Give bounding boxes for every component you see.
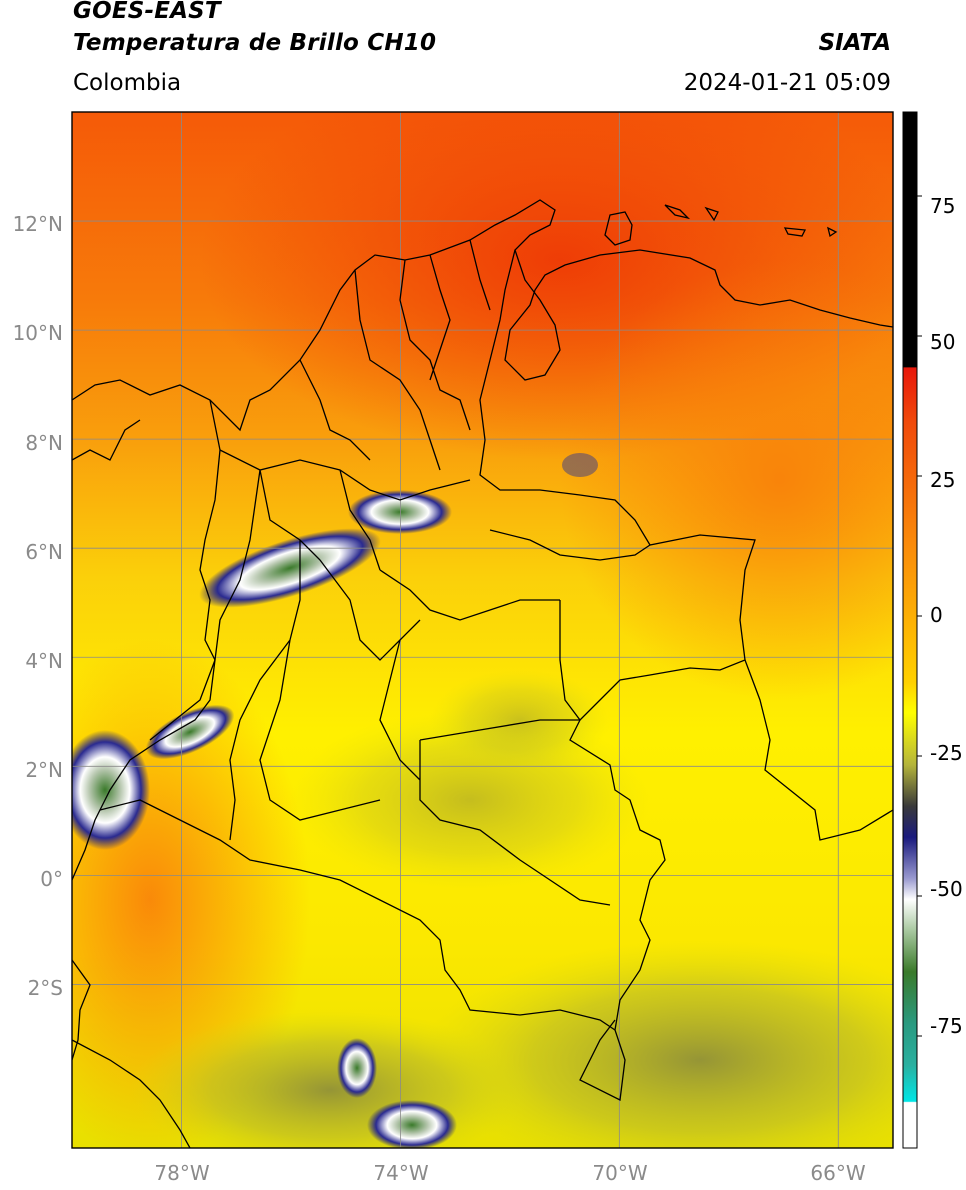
map-frame xyxy=(71,111,894,1149)
timestamp-label: 2024-01-21 05:09 xyxy=(683,70,891,96)
colombia-ecuador-border xyxy=(99,799,616,1031)
lon-tick-label: 70°W xyxy=(592,1161,647,1185)
temperature-field xyxy=(72,112,893,1148)
product-title: Temperatura de Brillo CH10 xyxy=(73,30,437,56)
satellite-title: GOES-EAST xyxy=(73,0,221,24)
colorbar: 75 50 25 0 -25 -50 -75 xyxy=(902,111,963,1149)
lat-tick-label: 6°N xyxy=(25,540,63,564)
colorbar-label: 25 xyxy=(930,468,955,492)
colorbar-label: 75 xyxy=(930,194,955,218)
colorbar-ticks xyxy=(917,195,922,1037)
department-lines xyxy=(149,239,651,906)
lat-tick-label: 2°S xyxy=(28,976,63,1000)
pacific-coastline xyxy=(72,399,221,881)
caribbean-islands xyxy=(604,204,838,246)
lon-tick-labels: 78°W 74°W 70°W 66°W xyxy=(154,1161,865,1185)
region-label: Colombia xyxy=(73,70,182,96)
borders xyxy=(72,199,893,1148)
venezuela-brazil-border xyxy=(744,659,893,841)
lat-tick-label: 2°N xyxy=(25,758,63,782)
colorbar-gradient xyxy=(902,111,918,1149)
lat-tick-labels: 12°N 10°N 8°N 6°N 4°N 2°N 0° 2°S xyxy=(13,212,63,1000)
colorbar-label: -25 xyxy=(930,741,963,765)
colorbar-label: -50 xyxy=(930,877,963,901)
lat-tick-label: 0° xyxy=(40,867,63,891)
colombia-venezuela-border xyxy=(479,249,756,721)
colorbar-label: -75 xyxy=(930,1014,963,1038)
lon-tick-label: 66°W xyxy=(810,1161,865,1185)
colombia-brazil-border xyxy=(569,719,666,1101)
ecuador-coastline xyxy=(72,959,91,1061)
colorbar-label: 0 xyxy=(930,603,943,627)
lat-tick-label: 12°N xyxy=(13,212,63,236)
lat-tick-label: 10°N xyxy=(13,321,63,345)
graticule xyxy=(72,112,893,1148)
lat-tick-label: 8°N xyxy=(25,431,63,455)
lon-tick-label: 78°W xyxy=(154,1161,209,1185)
panama-border xyxy=(72,419,141,461)
caribbean-coastline xyxy=(72,199,893,432)
lat-tick-label: 4°N xyxy=(25,649,63,673)
source-label: SIATA xyxy=(818,30,891,56)
ecuador-peru-border xyxy=(72,1039,191,1148)
lon-tick-label: 74°W xyxy=(373,1161,428,1185)
colorbar-label: 50 xyxy=(930,330,955,354)
